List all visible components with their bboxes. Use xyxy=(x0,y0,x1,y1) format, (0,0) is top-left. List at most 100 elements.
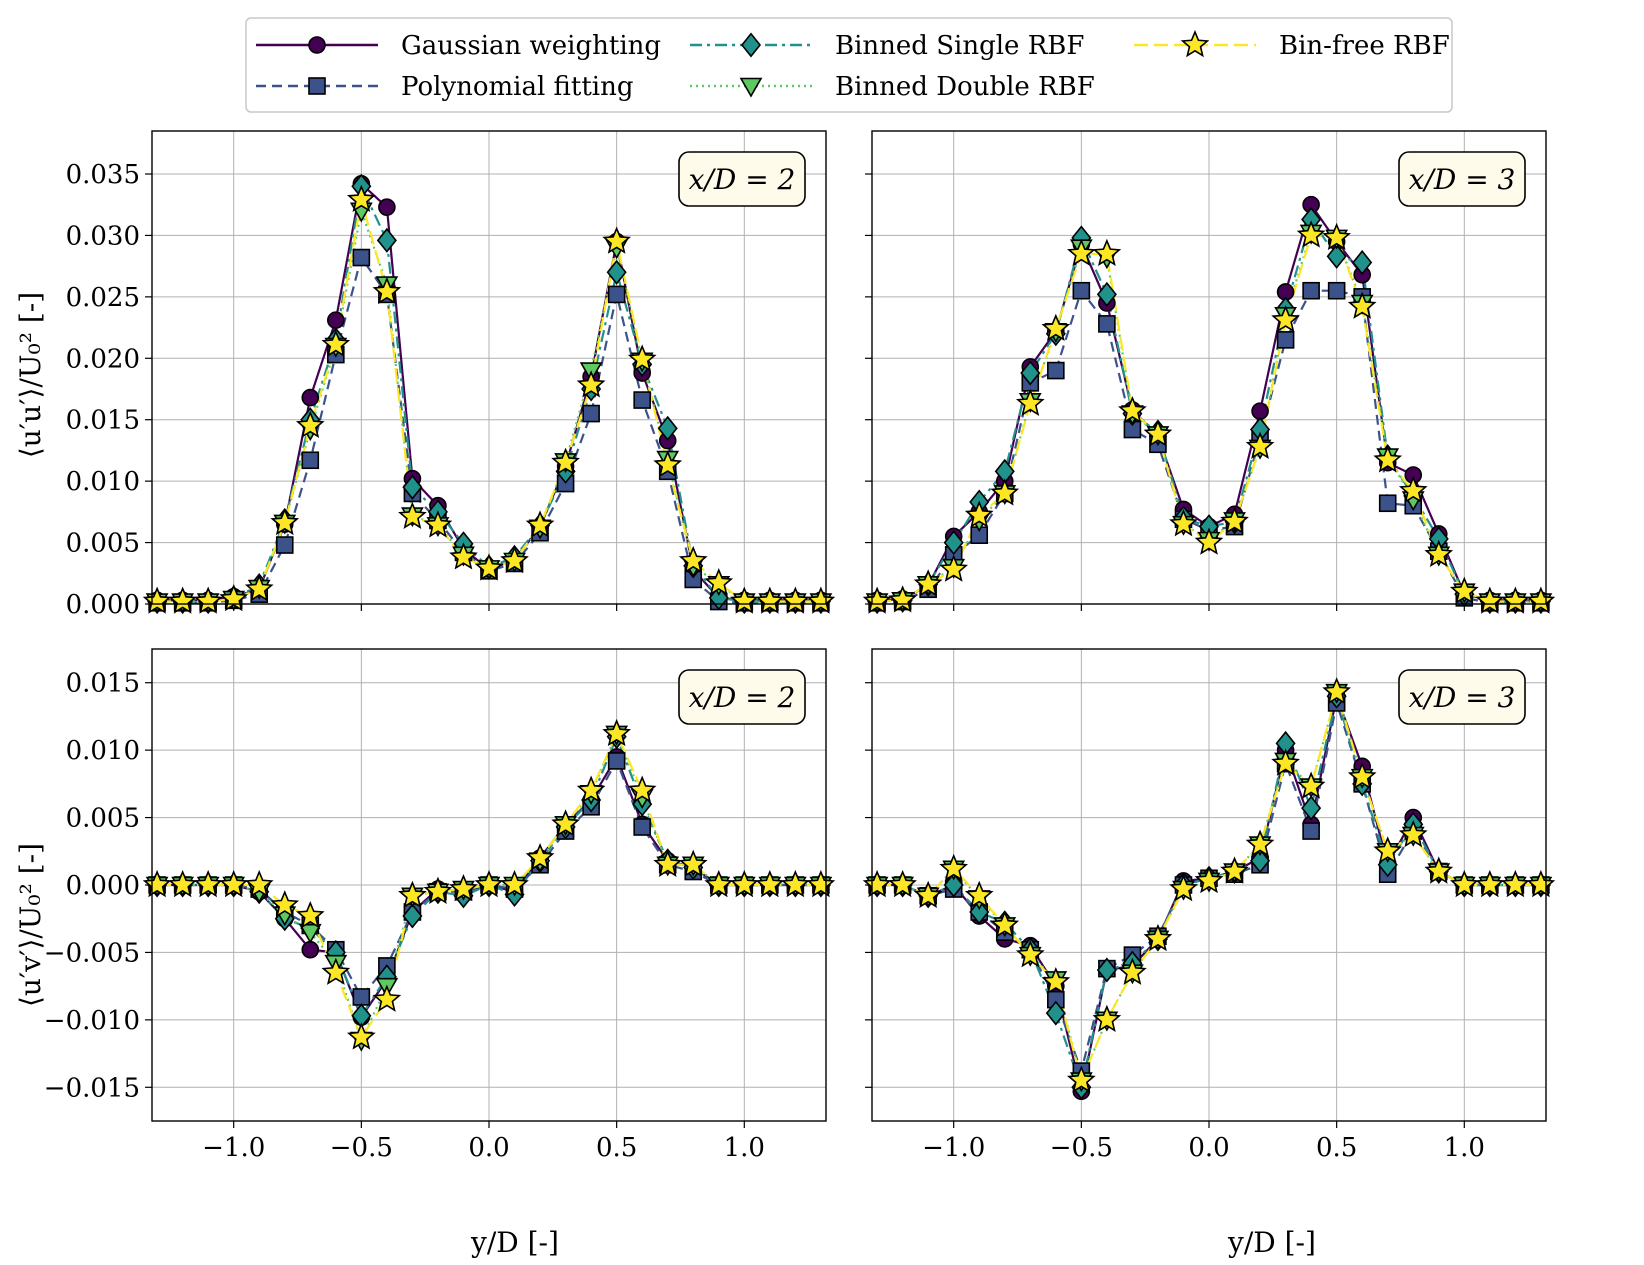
data-point-star xyxy=(449,542,478,570)
data-point-star xyxy=(888,585,917,613)
data-point-star xyxy=(990,910,1020,938)
data-point-star xyxy=(1143,419,1173,447)
data-point-square xyxy=(1098,315,1116,333)
data-point-square xyxy=(1327,281,1346,300)
axes-frame xyxy=(151,130,827,605)
data-point-star xyxy=(862,869,892,898)
x-axis-label-right: y/D [-] xyxy=(1227,1226,1316,1259)
data-point-star xyxy=(1118,396,1147,424)
data-point-square xyxy=(352,248,371,267)
data-point-star xyxy=(1143,923,1173,952)
data-point-diamond xyxy=(657,415,678,441)
data-point-diamond xyxy=(1326,243,1347,269)
data-point-star xyxy=(627,344,657,372)
data-point-diamond xyxy=(1250,848,1271,874)
data-point-star xyxy=(1475,586,1505,614)
axis-labels: ⟨u′u′⟩/U₀² [-] ⟨u′v′⟩/U₀² [-] y/D [-] y/… xyxy=(14,292,1316,1259)
data-point-star xyxy=(321,957,351,985)
data-point-diamond xyxy=(969,899,990,925)
station-badge-label: x/D = 2 xyxy=(689,163,796,196)
data-point-square xyxy=(582,404,600,423)
legend-label: Binned Double RBF xyxy=(835,72,1095,102)
data-point-star xyxy=(551,809,580,837)
x-tick-label: 0.0 xyxy=(468,1133,509,1163)
data-point-star xyxy=(372,276,402,305)
series-markers-star xyxy=(142,184,836,614)
data-point-star xyxy=(1271,748,1300,776)
data-point-star xyxy=(295,410,325,439)
legend-label: Gaussian weighting xyxy=(401,31,661,61)
data-point-star xyxy=(964,880,994,908)
data-point-star xyxy=(1373,836,1403,864)
data-point-star xyxy=(806,869,836,898)
legend-square-marker xyxy=(308,77,326,95)
data-point-star xyxy=(142,586,172,614)
data-point-square xyxy=(275,536,294,554)
data-point-square xyxy=(607,752,626,770)
data-point-star xyxy=(423,876,453,904)
data-point-circle xyxy=(301,388,320,407)
data-point-diamond xyxy=(1301,795,1322,821)
data-point-star xyxy=(1271,305,1300,333)
legend-box xyxy=(245,17,1453,113)
data-point-star xyxy=(423,510,453,538)
data-point-star xyxy=(755,586,785,614)
data-point-star xyxy=(862,586,892,614)
data-point-star xyxy=(888,869,917,898)
data-point-star xyxy=(1194,527,1224,555)
data-point-diamond xyxy=(943,872,964,898)
data-point-star xyxy=(398,880,427,908)
y-tick-label: 0.030 xyxy=(66,221,140,251)
y-tick-label: 0.015 xyxy=(66,669,140,699)
data-point-star xyxy=(1118,957,1147,985)
data-point-star xyxy=(525,510,555,538)
y-tick-label: 0.015 xyxy=(66,406,140,436)
x-tick-label: −0.5 xyxy=(1050,1133,1113,1163)
station-badge xyxy=(1398,151,1526,207)
data-point-square xyxy=(633,391,651,409)
data-point-star xyxy=(295,900,325,929)
data-point-star xyxy=(729,869,759,898)
data-point-triangle xyxy=(298,923,322,944)
data-point-star xyxy=(939,853,969,882)
data-point-star xyxy=(913,569,943,597)
station-badge xyxy=(1398,669,1526,725)
y-tick-label: 0.005 xyxy=(66,804,140,834)
data-point-star xyxy=(704,869,734,898)
data-point-circle xyxy=(378,198,396,216)
axes-frame xyxy=(871,130,1547,605)
y-tick-label: −0.015 xyxy=(44,1073,140,1103)
legend-star-marker xyxy=(1180,29,1210,58)
data-point-diamond xyxy=(1045,1000,1066,1026)
data-point-star xyxy=(653,849,683,877)
station-badge xyxy=(678,669,806,725)
x-tick-label: −1.0 xyxy=(922,1133,985,1163)
panels: 0.000 0.005 0.010 0.015 0.020 0.025 0.030 0.035… xyxy=(44,130,1556,1163)
data-point-square xyxy=(1302,281,1320,300)
data-point-star xyxy=(1245,829,1275,857)
data-point-square xyxy=(1047,361,1065,380)
x-tick-label: 0.0 xyxy=(1188,1133,1229,1163)
data-point-star xyxy=(1092,1004,1122,1033)
data-point-square xyxy=(1302,822,1320,840)
x-tick-label: 0.5 xyxy=(1316,1133,1357,1163)
data-point-star xyxy=(398,501,427,529)
data-point-star xyxy=(1449,869,1479,898)
x-tick-label: −0.5 xyxy=(330,1133,393,1163)
data-point-star xyxy=(1501,586,1530,614)
data-point-star xyxy=(193,586,223,614)
data-point-star xyxy=(474,553,504,581)
station-badge-label: x/D = 2 xyxy=(689,681,796,714)
data-point-star xyxy=(270,507,300,536)
data-point-star xyxy=(1526,586,1556,614)
legend-entry: Binned Single RBF xyxy=(690,31,1084,61)
data-point-star xyxy=(729,586,759,614)
station-badge-label: x/D = 3 xyxy=(1409,681,1516,714)
station-badge xyxy=(678,151,806,207)
data-point-diamond xyxy=(376,227,397,253)
y-axis-label-bottom: ⟨u′v′⟩/U₀² [-] xyxy=(14,843,47,1007)
data-point-star xyxy=(939,554,969,582)
series-markers-star xyxy=(862,677,1556,1093)
data-point-star xyxy=(755,869,785,898)
